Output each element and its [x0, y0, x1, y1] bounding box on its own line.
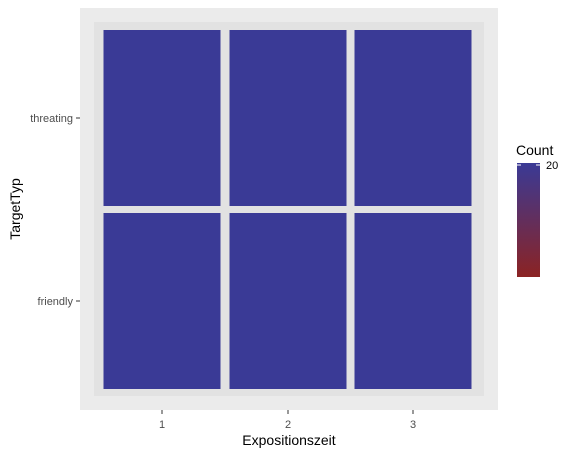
- x-tick-label: 1: [159, 419, 165, 431]
- x-tick-label: 3: [410, 419, 416, 431]
- x-axis-ticks: 1 2 3: [159, 410, 416, 431]
- heatmap-cell-friendly-3: [355, 213, 472, 389]
- heatmap-cell-friendly-2: [230, 213, 347, 389]
- heatmap-cell-friendly-1: [104, 213, 221, 389]
- x-axis-title: Expositionszeit: [242, 432, 335, 448]
- y-tick-label: threating: [30, 113, 73, 125]
- legend-colorbar: [517, 163, 540, 277]
- legend-title: Count: [516, 142, 553, 158]
- heatmap-cell-threating-2: [230, 30, 347, 206]
- legend-label: 20: [546, 160, 558, 172]
- y-tick-label: friendly: [38, 296, 74, 308]
- heatmap-cell-threating-1: [104, 30, 221, 206]
- heatmap-cell-threating-3: [355, 30, 472, 206]
- y-axis-title: TargetTyp: [7, 178, 23, 240]
- x-tick-label: 2: [285, 419, 291, 431]
- y-axis-ticks: friendly threating: [30, 113, 80, 308]
- legend: Count 20: [516, 142, 558, 277]
